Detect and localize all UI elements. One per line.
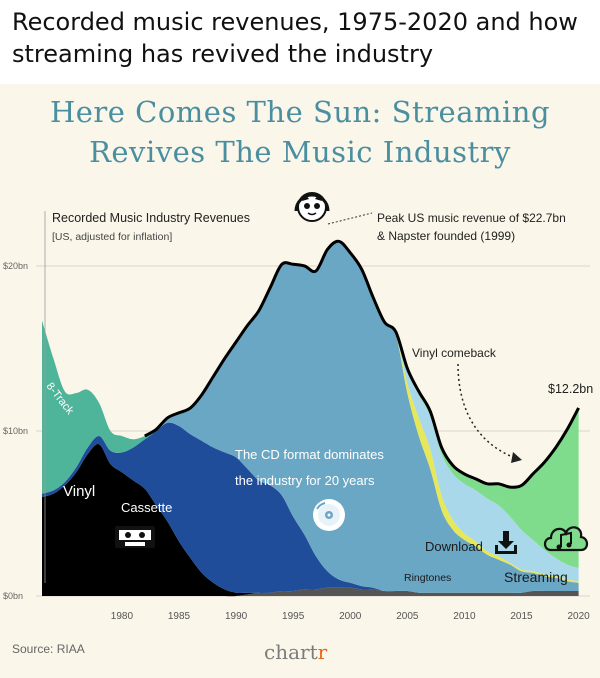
y-tick-label: $0bn (3, 591, 23, 601)
headline: Recorded music revenues, 1975-2020 and h… (12, 8, 578, 68)
cloud-music-icon (543, 526, 589, 552)
chart-subtitle-note: [US, adjusted for inflation] (52, 231, 172, 243)
streaming-label: Streaming (504, 569, 568, 585)
area-cassette (42, 422, 579, 593)
area-vinyl (42, 443, 579, 597)
x-tick-label: 1985 (168, 611, 191, 622)
x-tick-label: 2005 (396, 611, 419, 622)
cd-icon (313, 499, 345, 531)
chart-title-line-2: Revives The Music Industry (89, 135, 511, 169)
cassette-icon (115, 526, 155, 548)
x-tick-label: 2010 (453, 611, 476, 622)
brand-logo: chartr (264, 640, 327, 664)
x-axis: 1980 1985 1990 1995 2000 2005 2010 2015 2020 (111, 611, 590, 622)
vinyl-label: Vinyl (63, 483, 95, 500)
vinyl-comeback-label: Vinyl comeback (412, 346, 497, 360)
peak-connector (327, 212, 373, 225)
brand-main: chart (264, 640, 318, 664)
cassette-label: Cassette (121, 500, 172, 515)
x-tick-label: 1995 (282, 611, 305, 622)
vinyl-comeback-arrow (457, 363, 516, 459)
area-download (42, 241, 579, 582)
area-cd (42, 241, 579, 593)
x-tick-label: 2020 (567, 611, 590, 622)
source-note: Source: RIAA (12, 642, 85, 656)
y-axis: $0bn $10bn $20bn (3, 261, 28, 601)
download-icon (495, 531, 517, 554)
y-tick-label: $20bn (3, 261, 28, 271)
napster-cat-icon (294, 192, 330, 222)
brand-accent: r (317, 640, 328, 664)
end-value-label: $12.2bn (548, 382, 593, 396)
chart-title-line-1: Here Comes The Sun: Streaming (49, 95, 551, 129)
chart-title: Here Comes The Sun: Streaming Revives Th… (0, 92, 600, 172)
area-other (42, 587, 579, 597)
peak-annotation-line-2: & Napster founded (1999) (377, 229, 515, 243)
cd-annotation-line-1: The CD format dominates (235, 447, 384, 462)
ringtones-label: Ringtones (404, 572, 451, 584)
x-tick-label: 1990 (225, 611, 248, 622)
series-areas (42, 241, 579, 597)
x-tick-label: 1980 (111, 611, 134, 622)
total-line (144, 239, 580, 489)
cd-annotation-line-2: the industry for 20 years (235, 473, 375, 488)
chart-subtitle: Recorded Music Industry Revenues (52, 211, 250, 225)
vinyl-comeback-arrowhead (511, 452, 522, 463)
x-tick-label: 2000 (339, 611, 362, 622)
y-tick-label: $10bn (3, 426, 28, 436)
x-tick-label: 2015 (510, 611, 533, 622)
peak-annotation-line-1: Peak US music revenue of $22.7bn (377, 211, 566, 225)
download-label: Download (425, 539, 483, 554)
